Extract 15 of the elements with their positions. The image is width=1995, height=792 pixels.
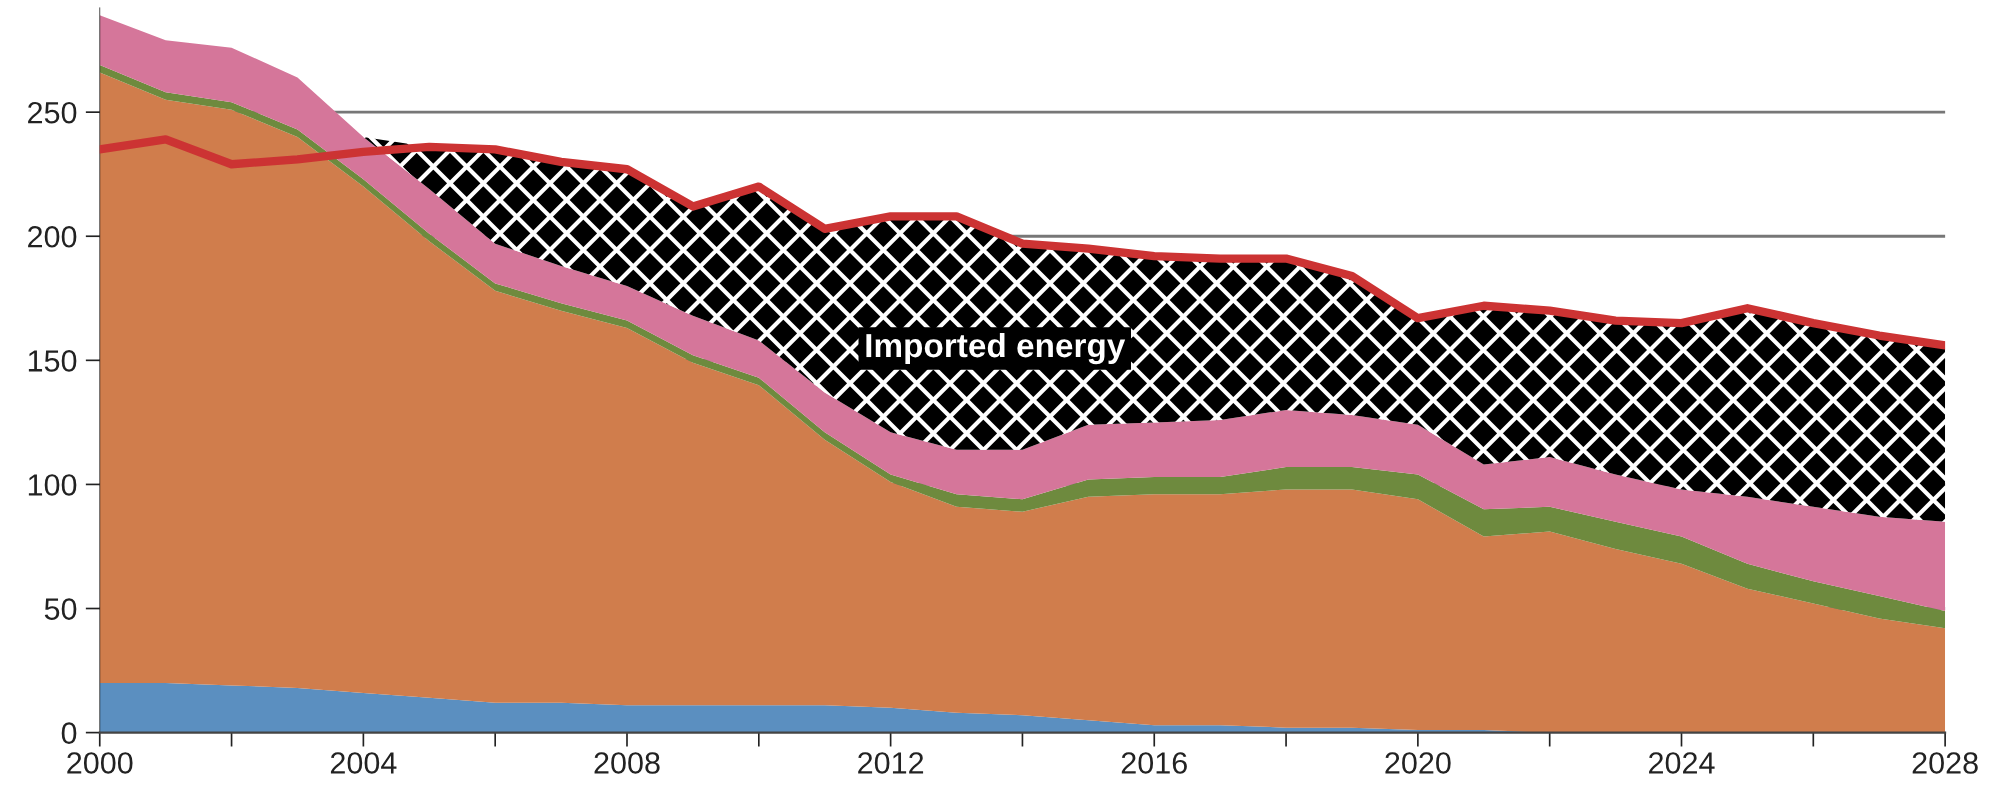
y-tick-label: 150 xyxy=(28,350,77,372)
y-tick-label: 250 xyxy=(28,101,77,124)
y-tick-label: 100 xyxy=(28,474,77,496)
x-tick-label: 2016 xyxy=(1121,752,1187,774)
series-label: Imported energy xyxy=(866,332,1126,365)
x-tick-label: 2012 xyxy=(858,752,924,774)
x-tick-label: 2000 xyxy=(67,752,133,774)
x-tick-label: 2004 xyxy=(330,752,397,774)
y-tick-label: 200 xyxy=(28,225,77,248)
x-tick-label: 2020 xyxy=(1385,752,1451,774)
x-tick-label: 2028 xyxy=(1912,752,1978,774)
y-tick-label: 0 xyxy=(61,722,77,744)
x-tick-label: 2024 xyxy=(1649,752,1715,774)
y-tick-label: 50 xyxy=(44,598,77,620)
x-tick-label: 2008 xyxy=(594,752,660,774)
